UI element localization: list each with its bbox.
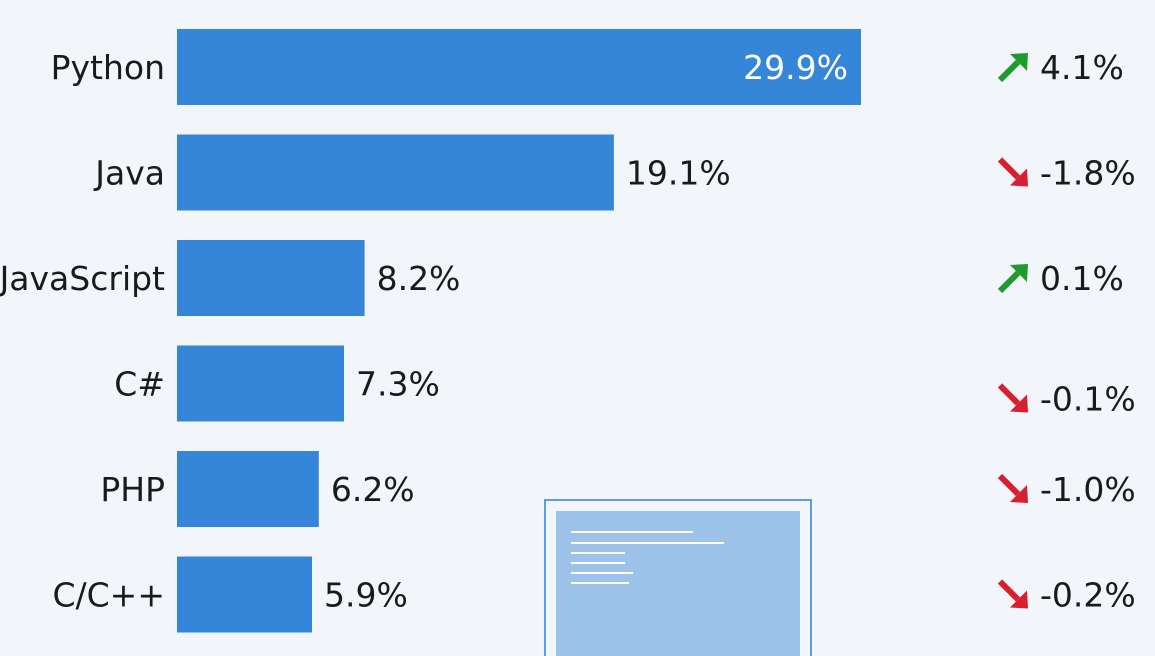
value-label: 7.3% [356, 365, 440, 404]
bar [177, 134, 614, 211]
category-label: PHP [100, 470, 165, 509]
change-label: 4.1% [1040, 48, 1124, 87]
arrow-down-icon [997, 579, 1028, 609]
arrow-down-icon [997, 383, 1028, 413]
category-label: JavaScript [0, 259, 165, 298]
value-label: 6.2% [331, 470, 415, 509]
arrow-up-icon [997, 264, 1028, 294]
category-label: Java [93, 154, 165, 193]
value-label: 5.9% [324, 576, 408, 615]
bar [177, 345, 344, 422]
change-label: -0.1% [1040, 380, 1136, 419]
bar [177, 29, 861, 105]
value-label: 19.1% [626, 154, 731, 193]
bar [177, 451, 319, 527]
category-label: Python [51, 48, 165, 87]
bar-row: JavaScript 8.2% 0.1% [0, 240, 1124, 316]
monitor-icon [544, 499, 812, 656]
chart-rows: Python 29.9% 4.1% Java 19.1% -1.8% JavaScript 8… [0, 29, 1136, 633]
bar [177, 556, 312, 633]
arrow-up-icon [997, 53, 1028, 83]
change-label: -1.0% [1040, 470, 1136, 509]
change-label: -1.8% [1040, 154, 1136, 193]
change-label: -0.2% [1040, 576, 1136, 615]
change-label: 0.1% [1040, 259, 1124, 298]
bar-row: C/C++ 5.9% -0.2% [52, 556, 1136, 633]
category-label: C# [114, 365, 165, 404]
bar-row: Python 29.9% 4.1% [51, 29, 1124, 105]
value-label: 8.2% [377, 259, 461, 298]
bar-row: C# 7.3% -0.1% [114, 345, 1136, 422]
bar [177, 240, 365, 316]
value-label: 29.9% [743, 48, 848, 87]
arrow-down-icon [997, 157, 1028, 187]
bar-row: PHP 6.2% -1.0% [100, 451, 1136, 527]
arrow-down-icon [997, 473, 1028, 503]
bar-row: Java 19.1% -1.8% [93, 134, 1136, 211]
category-label: C/C++ [52, 576, 165, 615]
